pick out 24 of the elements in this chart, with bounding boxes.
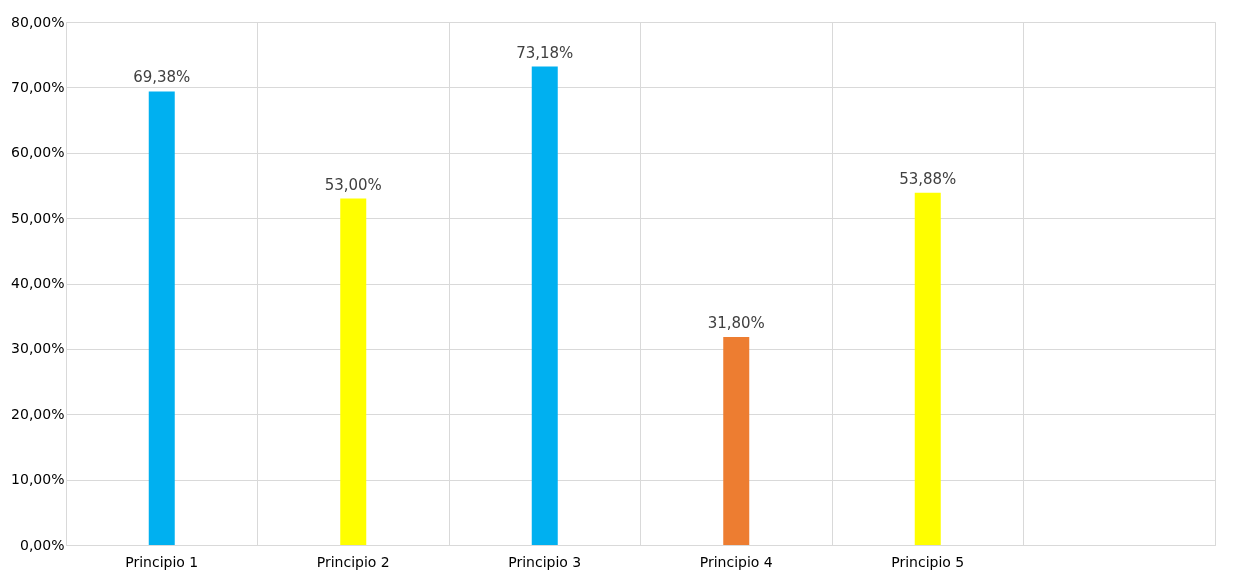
y-tick-label: 70,00% xyxy=(11,78,65,95)
data-label: 69,38% xyxy=(133,68,191,87)
y-tick-label: 50,00% xyxy=(11,209,65,226)
y-tick-label: 30,00% xyxy=(11,340,65,357)
y-tick-label: 0,00% xyxy=(20,536,65,553)
x-tick-label: Principio 2 xyxy=(316,553,390,570)
y-tick-label: 80,00% xyxy=(11,13,65,30)
data-label: 73,18% xyxy=(516,43,574,62)
x-tick-label: Principio 4 xyxy=(699,553,773,570)
data-label: 31,80% xyxy=(707,314,765,333)
x-tick-label: Principio 3 xyxy=(508,553,582,570)
x-tick-label: Principio 1 xyxy=(125,553,199,570)
bar xyxy=(148,91,175,545)
data-label: 53,88% xyxy=(899,169,957,188)
x-tick-label: Principio 5 xyxy=(891,553,965,570)
data-label: 53,00% xyxy=(324,175,382,194)
y-tick-label: 10,00% xyxy=(11,471,65,488)
bar xyxy=(531,66,558,545)
bar xyxy=(340,198,367,545)
bar xyxy=(723,337,750,545)
bar xyxy=(914,192,941,545)
y-tick-label: 40,00% xyxy=(11,275,65,291)
y-tick-label: 60,00% xyxy=(11,144,65,161)
y-tick-label: 20,00% xyxy=(11,405,65,422)
